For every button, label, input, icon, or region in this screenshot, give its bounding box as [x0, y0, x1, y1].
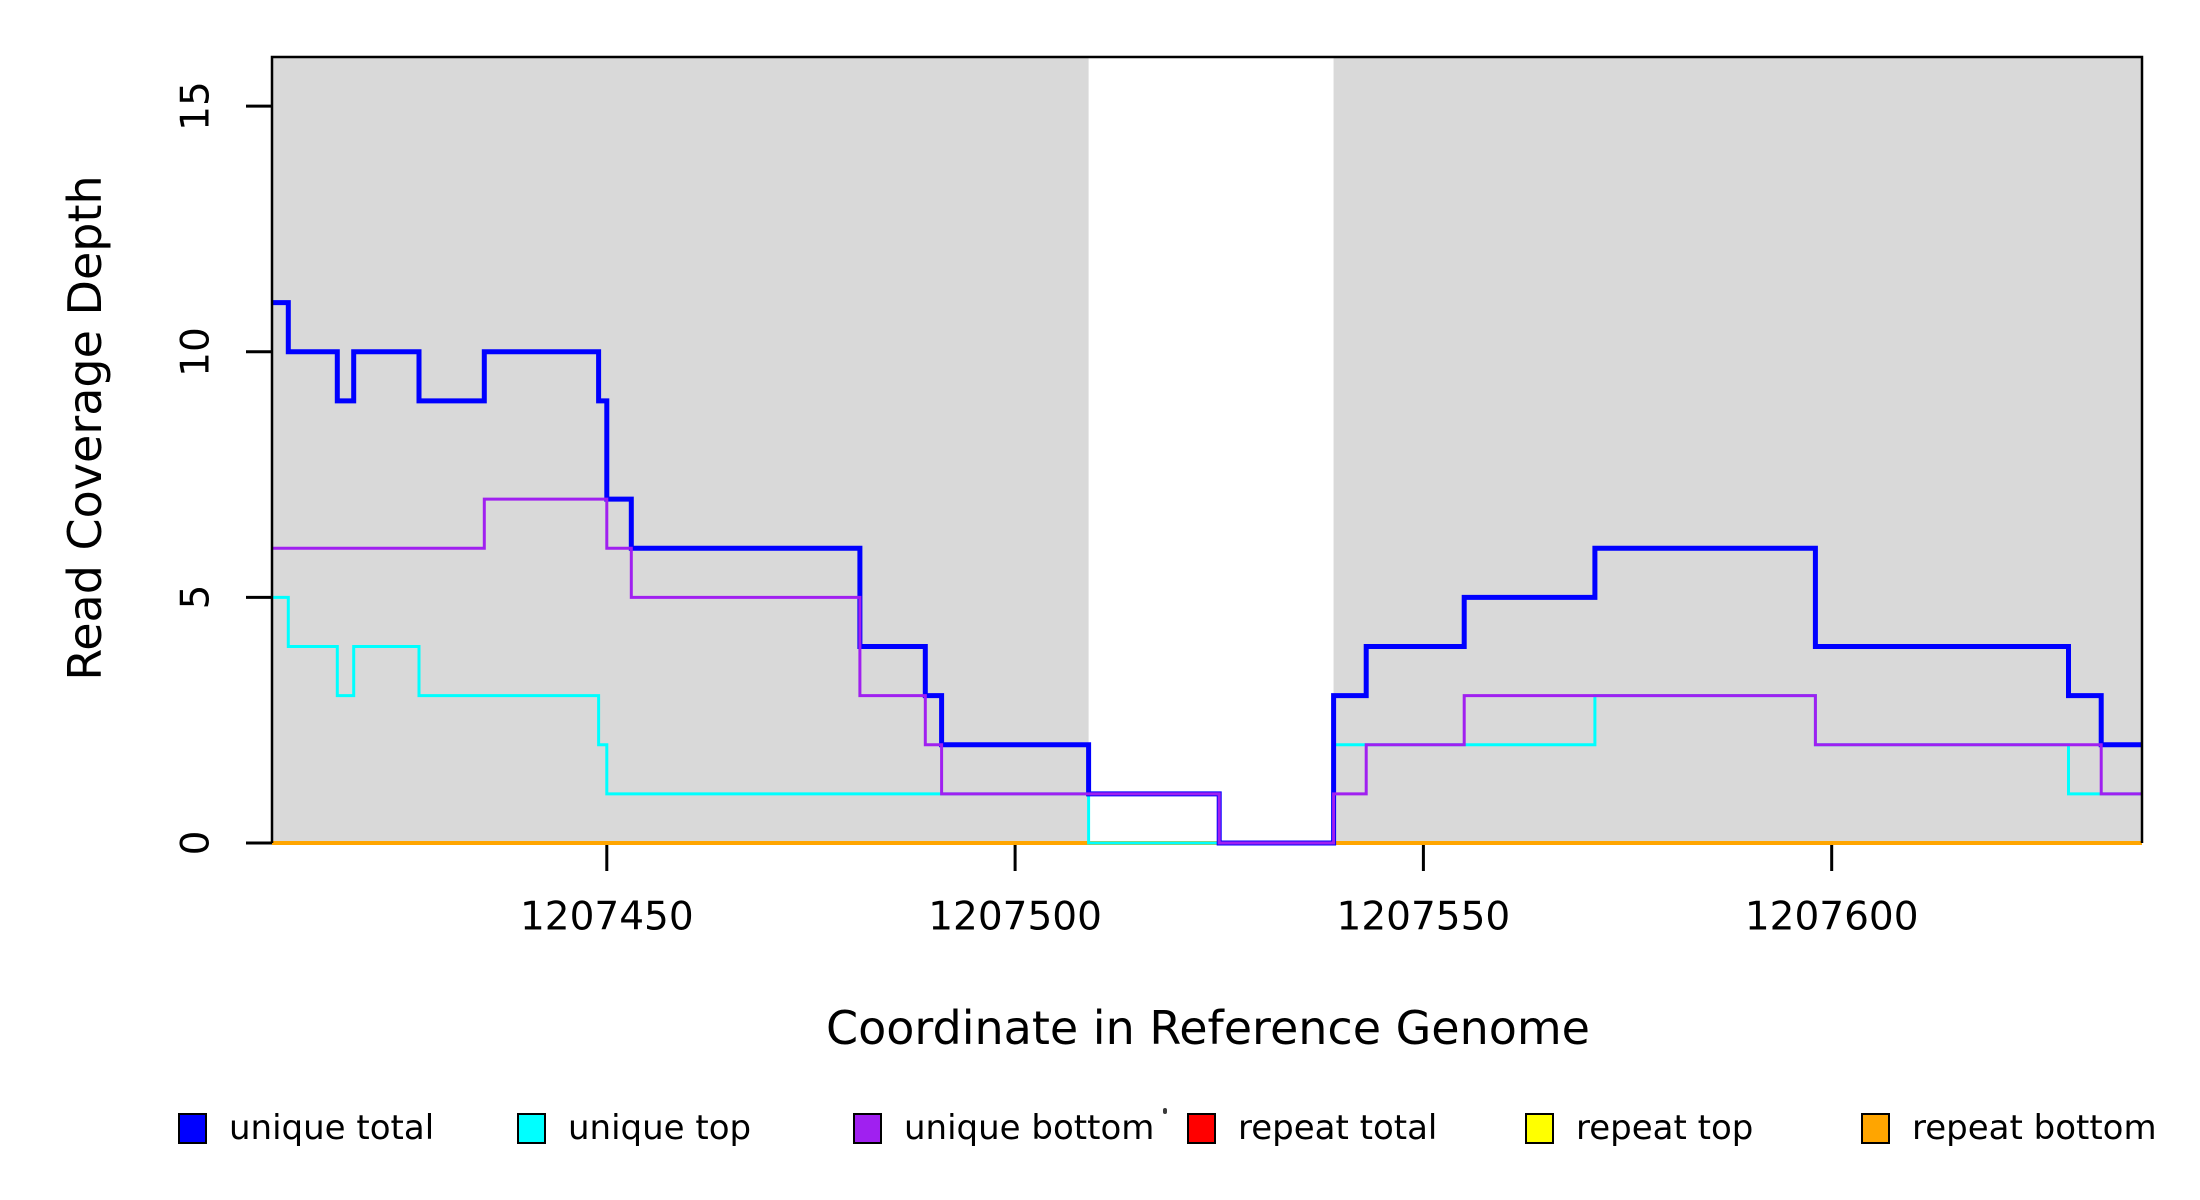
legend-label: repeat top	[1576, 1108, 1754, 1148]
unique-bottom-swatch-icon	[853, 1112, 882, 1144]
series-line-unique-total	[272, 300, 2142, 846]
x-tick-label-1207550: 1207550	[1336, 894, 1511, 940]
legend-item-repeat-bottom: repeat bottom	[1861, 1108, 2157, 1148]
y-tick-label-10: 10	[173, 326, 219, 377]
x-tick-label-1207500: 1207500	[928, 894, 1102, 940]
legend-artifact-dot	[1163, 1108, 1167, 1114]
repeat-bottom-swatch-icon	[1861, 1112, 1890, 1144]
plot-box-border	[270, 55, 2144, 843]
repeat-total-swatch-icon	[1187, 1112, 1216, 1144]
x-tick-label-1207450: 1207450	[519, 894, 694, 940]
legend-label: unique bottom	[904, 1108, 1155, 1148]
x-axis-title: Coordinate in Reference Genome	[826, 1001, 1590, 1055]
shaded-band-1	[1333, 57, 2142, 843]
legend-item-unique-top: unique top	[517, 1108, 751, 1148]
legend-label: unique total	[229, 1108, 435, 1148]
legend-label: repeat bottom	[1912, 1108, 2157, 1148]
legend-label: unique top	[568, 1108, 752, 1148]
y-tick-label-15: 15	[173, 81, 219, 131]
legend-item-unique-bottom: unique bottom	[853, 1108, 1154, 1148]
unique-total-swatch-icon	[178, 1112, 207, 1144]
legend-item-repeat-top: repeat top	[1525, 1108, 1753, 1148]
series-line-unique-bottom	[272, 497, 2142, 845]
unique-top-swatch-icon	[517, 1112, 546, 1144]
legend-item-unique-total: unique total	[178, 1108, 434, 1148]
repeat-top-swatch-icon	[1525, 1112, 1554, 1144]
shaded-band-0	[272, 57, 1089, 843]
y-axis-title: Read Coverage Depth	[58, 175, 112, 681]
y-tick-label-5: 5	[173, 584, 219, 610]
legend-item-repeat-total: repeat total	[1187, 1108, 1437, 1148]
legend-label: repeat total	[1238, 1108, 1438, 1148]
legend: unique total unique top unique bottom re…	[0, 1108, 2200, 1154]
x-tick-label-1207600: 1207600	[1744, 894, 1919, 940]
y-tick-label-0: 0	[173, 830, 219, 856]
